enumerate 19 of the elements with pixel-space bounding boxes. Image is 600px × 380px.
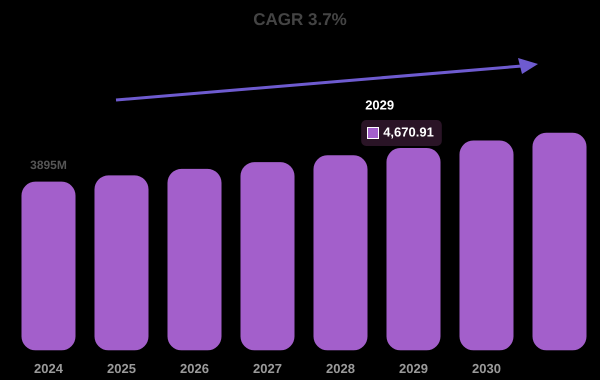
x-tick-label: 2030 <box>472 360 501 376</box>
x-tick-label: 2029 <box>399 360 428 376</box>
bar <box>313 155 368 350</box>
x-tick-label: 2028 <box>326 360 355 376</box>
bar <box>532 132 587 350</box>
x-tick-label: 2024 <box>34 360 64 376</box>
annotation: 4,670.91 <box>383 124 434 140</box>
bar <box>386 148 441 350</box>
x-tick-label: 2025 <box>107 360 136 376</box>
category-label: 2029 <box>365 98 394 113</box>
bar <box>21 182 76 350</box>
bar <box>167 168 222 350</box>
data-label: 3895M <box>30 158 67 172</box>
bar <box>240 162 295 350</box>
bar <box>459 140 514 350</box>
x-tick-label: 2027 <box>253 360 282 376</box>
chart-title: CAGR 3.7% <box>253 10 347 29</box>
x-tick-label: 2026 <box>180 360 209 376</box>
bar <box>94 175 149 350</box>
